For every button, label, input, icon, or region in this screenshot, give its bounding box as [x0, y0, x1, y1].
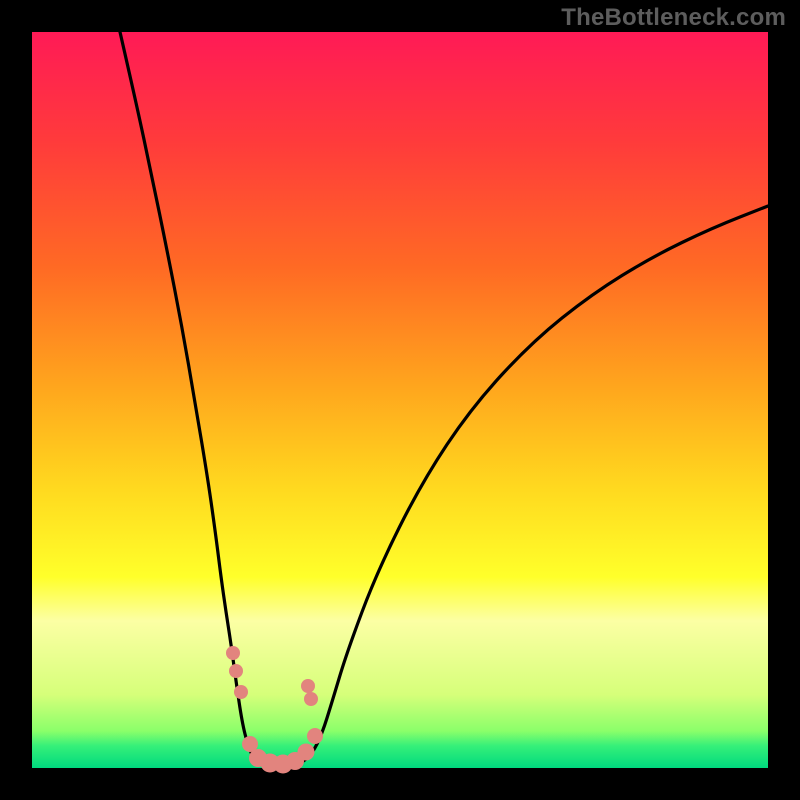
marker-dot [304, 692, 318, 706]
bottleneck-chart [0, 0, 800, 800]
marker-dot [307, 728, 323, 744]
marker-dot [234, 685, 248, 699]
marker-dot [301, 679, 315, 693]
watermark-text: TheBottleneck.com [561, 4, 786, 32]
marker-dot [226, 646, 240, 660]
marker-dot [298, 744, 315, 761]
plot-background [32, 32, 768, 768]
marker-dot [229, 664, 243, 678]
